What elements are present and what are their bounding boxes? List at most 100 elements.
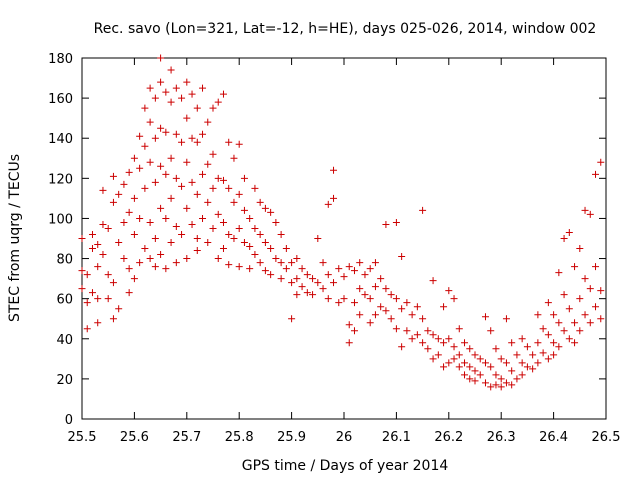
y-tick-label: 160 xyxy=(48,92,73,107)
data-point xyxy=(178,182,186,190)
data-point xyxy=(230,198,238,206)
x-tick-label: 25.9 xyxy=(277,430,306,445)
data-point xyxy=(183,255,191,263)
data-point xyxy=(172,259,180,267)
data-point xyxy=(586,319,594,327)
data-point xyxy=(99,220,107,228)
data-point xyxy=(597,158,605,166)
y-tick-label: 100 xyxy=(48,212,73,227)
data-point xyxy=(157,204,165,212)
x-tick-label: 26 xyxy=(336,430,353,445)
data-point xyxy=(586,285,594,293)
x-tick-label: 25.8 xyxy=(225,430,254,445)
data-point xyxy=(481,379,489,387)
data-point xyxy=(560,235,568,242)
data-point xyxy=(162,265,170,273)
data-point xyxy=(330,166,338,174)
data-point xyxy=(125,265,133,273)
data-point xyxy=(199,130,207,138)
data-point xyxy=(544,331,552,339)
data-point xyxy=(550,339,558,347)
data-point xyxy=(398,305,406,313)
data-point xyxy=(120,218,128,226)
data-point xyxy=(267,245,275,253)
data-point xyxy=(151,178,159,186)
data-point xyxy=(157,162,165,170)
data-point xyxy=(146,84,154,92)
data-point xyxy=(204,118,212,126)
data-point xyxy=(78,235,86,242)
data-point xyxy=(497,375,505,383)
data-point xyxy=(497,383,505,391)
data-point xyxy=(162,214,170,222)
data-point xyxy=(261,267,269,275)
data-point xyxy=(235,140,243,148)
data-point xyxy=(592,303,600,311)
data-point xyxy=(356,285,364,293)
data-point xyxy=(183,158,191,166)
data-point xyxy=(324,200,332,208)
data-point xyxy=(366,319,374,327)
data-point xyxy=(282,265,290,273)
data-point xyxy=(518,359,526,367)
data-point xyxy=(256,230,264,238)
data-point xyxy=(434,351,442,359)
data-point xyxy=(555,343,563,351)
data-point xyxy=(225,230,233,238)
data-point xyxy=(104,295,112,303)
x-tick-label: 25.6 xyxy=(120,430,149,445)
data-point xyxy=(592,263,600,271)
data-point xyxy=(413,303,421,311)
data-point xyxy=(162,88,170,96)
data-point xyxy=(539,325,547,333)
data-point xyxy=(523,363,531,371)
data-point xyxy=(151,94,159,102)
data-point xyxy=(83,271,91,279)
data-point xyxy=(534,339,542,347)
data-point xyxy=(225,138,233,146)
data-point xyxy=(151,134,159,142)
x-tick-label: 26.5 xyxy=(592,430,621,445)
data-point xyxy=(366,265,374,273)
data-point xyxy=(371,311,379,319)
x-tick-label: 25.7 xyxy=(172,430,201,445)
data-point xyxy=(172,174,180,182)
data-point xyxy=(214,98,222,106)
data-point xyxy=(330,194,338,202)
data-point xyxy=(518,335,526,343)
data-point xyxy=(125,289,133,297)
data-point xyxy=(565,335,573,343)
data-point xyxy=(387,315,395,323)
data-point xyxy=(576,245,584,253)
data-point xyxy=(193,138,201,146)
data-point xyxy=(361,271,369,279)
data-point xyxy=(403,299,411,307)
data-point xyxy=(382,307,390,315)
data-point xyxy=(293,291,301,299)
data-point xyxy=(361,291,369,299)
data-point xyxy=(88,289,96,297)
data-point xyxy=(167,154,175,162)
data-point xyxy=(350,299,358,307)
data-point xyxy=(314,279,322,287)
data-point xyxy=(141,245,149,253)
data-point xyxy=(303,271,311,279)
data-point xyxy=(403,327,411,335)
data-point xyxy=(471,377,479,385)
data-point xyxy=(408,311,416,319)
data-point xyxy=(445,335,453,343)
data-point xyxy=(183,78,191,86)
data-point xyxy=(571,319,579,327)
data-point xyxy=(408,335,416,343)
data-point xyxy=(350,327,358,335)
data-point xyxy=(466,363,474,371)
data-point xyxy=(560,327,568,335)
data-point xyxy=(314,235,322,242)
data-point xyxy=(136,214,144,222)
data-point xyxy=(581,275,589,283)
data-point xyxy=(209,150,217,158)
data-point xyxy=(136,132,144,140)
data-point xyxy=(319,285,327,293)
data-point xyxy=(392,218,400,226)
data-point xyxy=(555,269,563,277)
